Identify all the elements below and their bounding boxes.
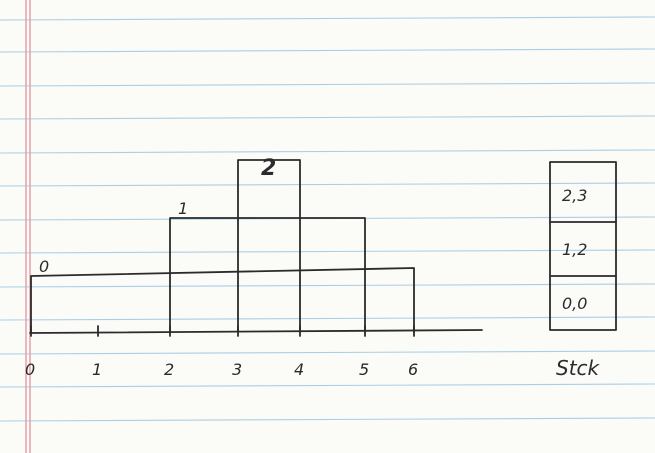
ruled-lines bbox=[0, 16, 655, 422]
ruled-line bbox=[0, 82, 655, 87]
tick-label: 3 bbox=[232, 360, 242, 379]
tick-label: 5 bbox=[359, 360, 369, 379]
tick-label: 4 bbox=[294, 360, 304, 379]
ruled-line bbox=[0, 48, 655, 53]
stack: 2,3 1,2 0,0 bbox=[549, 161, 617, 331]
stack-label: Stck bbox=[556, 356, 601, 380]
axis-tick-labels: 0 1 2 3 4 5 6 bbox=[25, 360, 418, 379]
tick-label: 2 bbox=[164, 360, 174, 379]
ruled-line bbox=[0, 149, 655, 154]
interval-bar bbox=[169, 217, 366, 333]
ruled-line bbox=[0, 417, 655, 422]
interval-bar bbox=[237, 159, 301, 333]
stack-frame bbox=[549, 161, 617, 331]
ruled-line bbox=[0, 115, 655, 120]
tick-label: 0 bbox=[25, 360, 35, 379]
interval-bars: 0 1 2 bbox=[30, 156, 415, 333]
ruled-line bbox=[0, 383, 655, 388]
tick-label: 6 bbox=[408, 360, 418, 379]
ruled-line bbox=[0, 283, 655, 288]
interval-bar-label: 2 bbox=[261, 156, 276, 181]
stack-cell: 2,3 bbox=[562, 186, 587, 205]
x-axis-line bbox=[29, 329, 483, 334]
ruled-line bbox=[0, 316, 655, 321]
interval-bar bbox=[30, 267, 415, 333]
interval-bar-label: 1 bbox=[178, 199, 188, 218]
stack-cell: 1,2 bbox=[562, 240, 587, 259]
ruled-line bbox=[0, 249, 655, 254]
stack-cell: 0,0 bbox=[562, 294, 587, 313]
tick-label: 1 bbox=[92, 360, 102, 379]
interval-bar-label: 0 bbox=[39, 257, 49, 276]
ruled-line bbox=[0, 16, 655, 21]
ruled-line bbox=[0, 182, 655, 187]
ruled-line bbox=[0, 350, 655, 355]
